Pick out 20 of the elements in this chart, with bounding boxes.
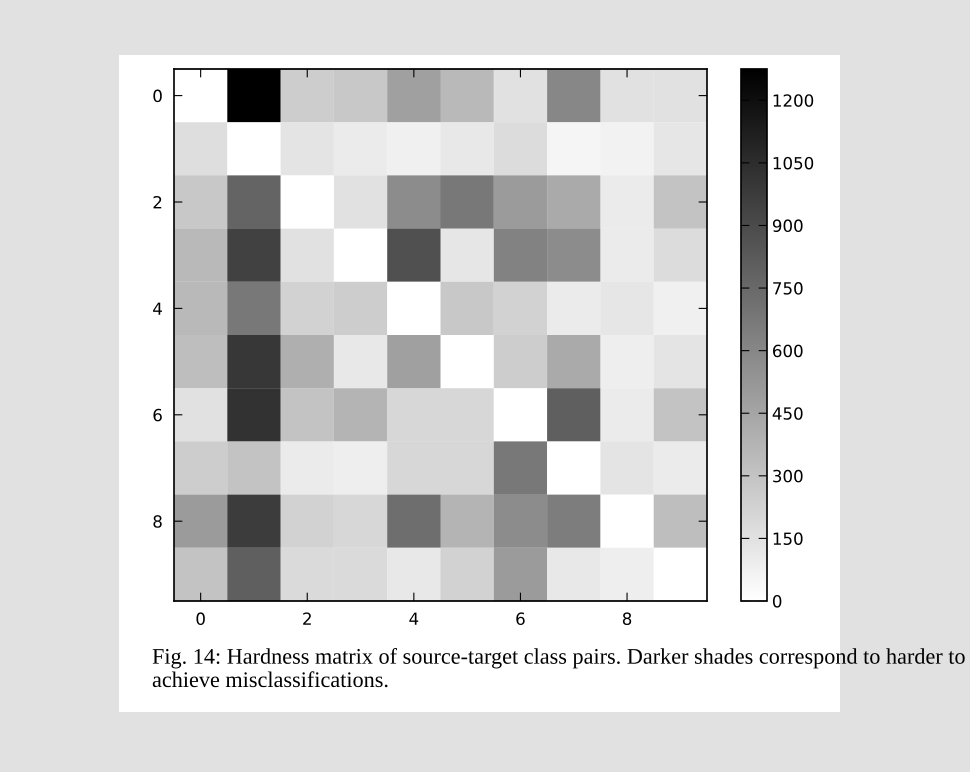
x-tick-label: 4: [409, 612, 418, 625]
y-tick-label: 6: [153, 408, 162, 422]
y-tick-label: 0: [153, 90, 162, 102]
x-tick-label: 2: [303, 612, 311, 625]
y-tick-label: 2: [154, 196, 162, 208]
color-bar-label: 900: [772, 219, 803, 232]
color-bar-label: 750: [773, 282, 803, 295]
color-bar-label: 600: [773, 344, 803, 358]
y-tick-label: 8: [153, 515, 162, 528]
x-tick-label: 6: [516, 612, 525, 626]
color-bar-label: 300: [773, 470, 803, 482]
color-bar-label: 1200: [774, 94, 814, 107]
color-bar-label: 0: [772, 594, 782, 608]
color-bar-label: 450: [772, 407, 803, 420]
caption: Fig. 14: Hardness matrix of source-target class pairs. Darker shades correspond to harder to achieve misclassifications.: [152, 648, 965, 688]
y-tick-label: 4: [153, 302, 162, 315]
color-bar-label: 150: [774, 532, 803, 545]
x-tick-label: 8: [622, 612, 632, 626]
x-tick-label: 0: [196, 612, 205, 626]
color-bar-label: 1050: [774, 156, 814, 170]
